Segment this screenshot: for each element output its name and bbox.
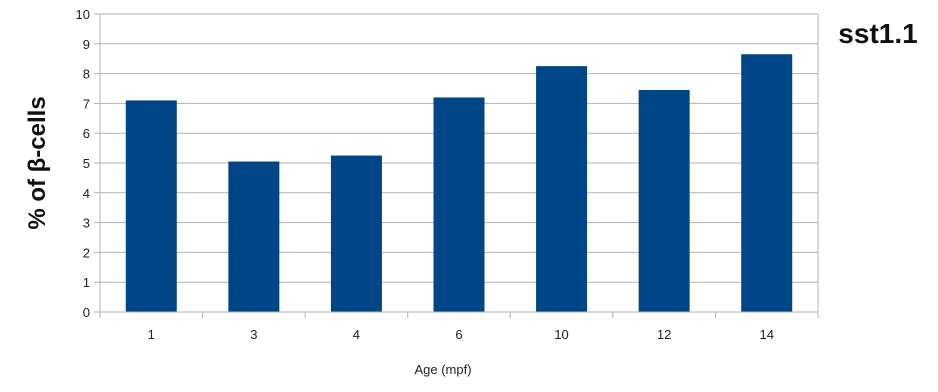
chart-title: sst1.1	[838, 18, 917, 49]
y-tick-label: 8	[83, 67, 90, 82]
y-tick-label: 7	[83, 96, 90, 111]
x-tick-label: 12	[657, 327, 671, 342]
x-tick-label: 3	[250, 327, 257, 342]
bar-12	[638, 89, 690, 313]
bar-4	[330, 155, 382, 312]
x-tick-label: 14	[759, 327, 773, 342]
bars	[125, 54, 793, 313]
x-tick-label: 6	[455, 327, 462, 342]
y-tick-labels: 0 1 2 3 4 5 6 7 8 9 10	[76, 7, 90, 320]
y-tick-label: 4	[83, 186, 90, 201]
bar-1	[125, 100, 177, 312]
bar-10	[536, 66, 588, 313]
bar-3	[228, 161, 280, 312]
y-tick-label: 10	[76, 7, 90, 22]
y-tick-label: 2	[83, 245, 90, 260]
y-axis-title: % of β-cells	[24, 96, 51, 229]
x-tick-label: 4	[353, 327, 360, 342]
axes	[94, 13, 819, 318]
x-tick-label: 10	[554, 327, 568, 342]
bar-6	[433, 97, 485, 312]
y-tick-label: 9	[83, 37, 90, 52]
bar-14	[741, 54, 793, 312]
x-tick-labels: 1 3 4 6 10 12 14	[148, 327, 774, 342]
x-axis-title: Age (mpf)	[414, 362, 471, 377]
x-tick-label: 1	[148, 327, 155, 342]
y-tick-label: 0	[83, 305, 90, 320]
y-tick-label: 6	[83, 126, 90, 141]
y-tick-label: 5	[83, 156, 90, 171]
y-tick-label: 3	[83, 216, 90, 231]
y-tick-label: 1	[83, 275, 90, 290]
